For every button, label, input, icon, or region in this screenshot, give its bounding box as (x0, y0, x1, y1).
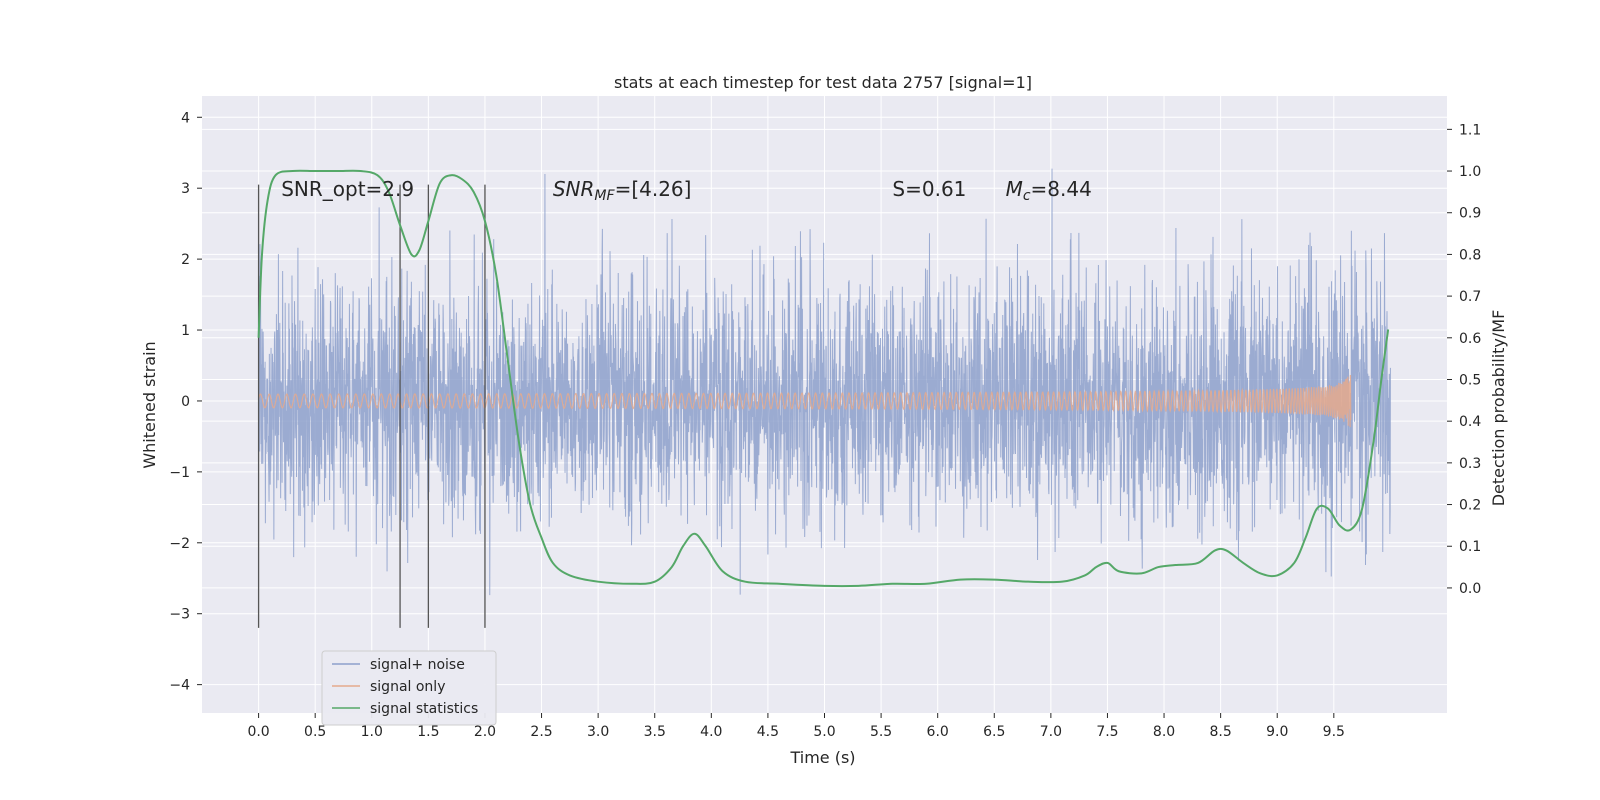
signal-statistics-line (257, 169, 1390, 588)
vertical-markers (257, 184, 486, 628)
signal-only-trace (258, 374, 1352, 428)
y-tick-label-4: 0 (181, 394, 190, 410)
x-tick-label-18: 9.0 (1266, 724, 1288, 740)
y-axis-label: Whitened strain (140, 341, 159, 468)
y-right-tick-label-3: 0.8 (1459, 247, 1481, 263)
annotation-mc: Mc=8.44 (1006, 177, 1092, 204)
x-tick-label-7: 3.5 (644, 724, 666, 740)
y-right-tick-label-10: 0.1 (1459, 539, 1481, 555)
x-tick-label-3: 1.5 (417, 724, 439, 740)
x-tick-label-16: 8.0 (1153, 724, 1175, 740)
y-right-tick-label-11: 0.0 (1459, 581, 1481, 597)
x-tick-label-9: 4.5 (757, 724, 779, 740)
y-right-tick-label-9: 0.2 (1459, 498, 1481, 514)
annotations: SNR_opt=2.9 SNRMF=[4.26] S=0.61 Mc=8.44 (281, 177, 1092, 204)
y-tick-label-7: −3 (169, 607, 190, 623)
x-tick-label-5: 2.5 (530, 724, 552, 740)
x-tick-label-1: 0.5 (304, 724, 326, 740)
y-tick-label-6: −2 (169, 536, 190, 552)
y-tick-label-1: 3 (181, 181, 190, 197)
y-right-tick-labels: 1.1 1.0 0.9 0.8 0.7 0.6 0.5 0.4 0.3 0.2 0.1 0.0 (1447, 122, 1481, 597)
annotation-snr-mf: SNRMF=[4.26] (553, 177, 692, 204)
x-tick-labels: 0.0 0.5 1.0 1.5 2.0 2.5 3.0 3.5 4.0 4.5 5.0 5.5 6.0 6… (247, 713, 1345, 740)
x-tick-label-2: 1.0 (361, 724, 383, 740)
y-right-tick-label-4: 0.7 (1459, 289, 1481, 305)
series-signal-only (258, 374, 1352, 428)
y-right-tick-label-6: 0.5 (1459, 372, 1481, 388)
y-tick-label-8: −4 (169, 678, 190, 694)
x-axis-label: Time (s) (789, 748, 855, 767)
y-tick-label-2: 2 (181, 252, 190, 268)
x-tick-label-15: 7.5 (1096, 724, 1118, 740)
legend: signal+ noise signal only signal statist… (321, 650, 497, 726)
y-right-tick-label-7: 0.4 (1459, 414, 1481, 430)
x-tick-label-12: 6.0 (927, 724, 949, 740)
x-tick-label-6: 3.0 (587, 724, 609, 740)
y-right-tick-label-0: 1.1 (1459, 122, 1481, 138)
annotation-snr-opt: SNR_opt=2.9 (281, 177, 414, 201)
y-tick-labels: 4 3 2 1 0 −1 −2 −3 −4 (169, 110, 202, 694)
y-tick-label-0: 4 (181, 110, 190, 126)
x-tick-label-13: 6.5 (983, 724, 1005, 740)
x-tick-label-10: 5.0 (813, 724, 835, 740)
x-tick-label-11: 5.5 (870, 724, 892, 740)
chart-title: stats at each timestep for test data 275… (614, 73, 1032, 92)
y-right-tick-label-1: 1.0 (1459, 164, 1481, 180)
y-right-tick-label-2: 0.9 (1459, 206, 1481, 222)
x-tick-label-8: 4.0 (700, 724, 722, 740)
series-signal-statistics (257, 169, 1390, 588)
legend-label-signal-statistics: signal statistics (370, 701, 478, 717)
y-right-axis-label: Detection probability/MF (1489, 310, 1508, 507)
y-right-tick-label-5: 0.6 (1459, 331, 1481, 347)
annotation-s: S=0.61 (892, 177, 966, 201)
x-tick-label-0: 0.0 (247, 724, 269, 740)
x-tick-label-14: 7.0 (1040, 724, 1062, 740)
legend-box (321, 650, 497, 726)
x-tick-label-4: 2.0 (474, 724, 496, 740)
legend-label-signal-noise: signal+ noise (370, 657, 465, 673)
x-tick-label-17: 8.5 (1210, 724, 1232, 740)
y-right-tick-label-8: 0.3 (1459, 456, 1481, 472)
legend-label-signal-only: signal only (370, 679, 445, 695)
y-tick-label-3: 1 (181, 323, 190, 339)
x-tick-label-19: 9.5 (1323, 724, 1345, 740)
y-tick-label-5: −1 (169, 465, 190, 481)
